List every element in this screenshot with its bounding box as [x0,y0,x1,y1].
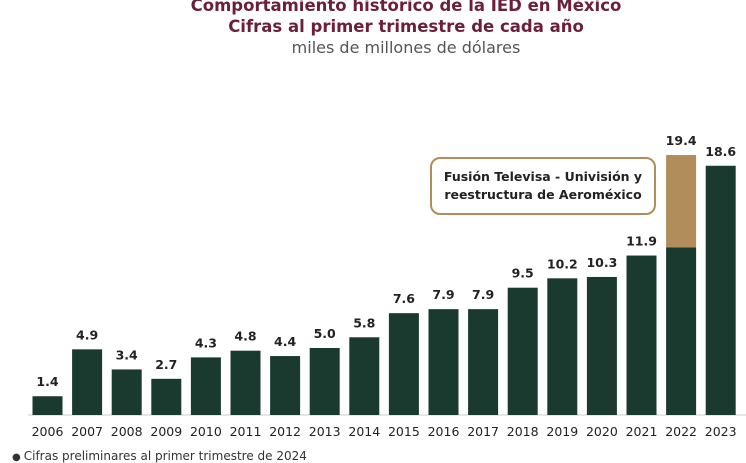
chart-subtitle: miles de millones de dólares [291,38,521,57]
x-tick-2021: 2021 [626,424,658,439]
data-label-2020: 10.3 [586,255,617,270]
data-label-2023: 18.6 [705,144,736,159]
bar-2022 [666,247,697,415]
bar-2021 [626,255,657,415]
bullet-icon: ● [12,452,21,463]
x-tick-2023: 2023 [705,424,737,439]
bar-2013 [309,348,340,415]
data-label-2015: 7.6 [393,291,415,306]
data-label-2008: 3.4 [116,347,138,362]
data-label-2006: 1.4 [36,374,58,389]
x-tick-2009: 2009 [150,424,182,439]
bar-2020 [586,276,617,415]
chart-title: Comportamiento histórico de la IED en Mé… [190,0,622,15]
annotation-box [430,157,656,215]
data-label-2022: 19.4 [666,133,697,148]
data-label-2021: 11.9 [626,234,657,249]
bar-2014 [349,337,380,415]
bar-2015 [388,313,419,415]
data-label-2014: 5.8 [353,315,375,330]
bar-2007 [72,349,103,415]
footnote-text: Cifras preliminares al primer trimestre … [23,449,307,463]
data-label-2017: 7.9 [472,287,494,302]
annotation-line2: reestructura de Aeroméxico [444,187,642,202]
bar-2017 [468,309,499,415]
x-tick-2007: 2007 [71,424,103,439]
x-tick-2022: 2022 [665,424,697,439]
data-label-2016: 7.9 [432,287,454,302]
footnote: ● Cifras preliminares al primer trimestre… [12,449,307,463]
x-tick-2015: 2015 [388,424,420,439]
data-label-2011: 4.8 [234,329,256,344]
data-label-2010: 4.3 [195,335,217,350]
bar-2016 [428,309,459,415]
data-label-2007: 4.9 [76,327,98,342]
x-tick-2006: 2006 [32,424,64,439]
x-tick-2011: 2011 [230,424,262,439]
bar-2008 [111,369,142,415]
bar-2019 [547,278,578,415]
x-tick-2010: 2010 [190,424,222,439]
x-tick-2020: 2020 [586,424,618,439]
x-tick-2014: 2014 [348,424,380,439]
x-tick-2017: 2017 [467,424,499,439]
bar-2006 [32,396,63,415]
chart-title-line2: Cifras al primer trimestre de cada año [228,17,584,36]
bar-2018 [507,287,538,415]
x-tick-2019: 2019 [546,424,578,439]
x-tick-2008: 2008 [111,424,143,439]
data-label-2012: 4.4 [274,334,296,349]
data-label-2009: 2.7 [155,357,177,372]
title-block: Comportamiento histórico de la IED en Mé… [0,0,746,58]
data-label-2013: 5.0 [314,326,336,341]
bar-2011 [230,350,261,415]
data-label-2018: 9.5 [512,266,534,281]
bar-2010 [190,357,221,415]
x-tick-2013: 2013 [309,424,341,439]
annotation-line1: Fusión Televisa - Univisión y [444,169,642,184]
bar-2009 [151,378,182,415]
x-tick-2016: 2016 [428,424,460,439]
x-tick-2018: 2018 [507,424,539,439]
data-label-2019: 10.2 [547,256,578,271]
bar-2023 [705,165,736,415]
x-tick-2012: 2012 [269,424,301,439]
bar-2012 [270,356,301,415]
bar-segment-2022-highlight [666,155,697,248]
